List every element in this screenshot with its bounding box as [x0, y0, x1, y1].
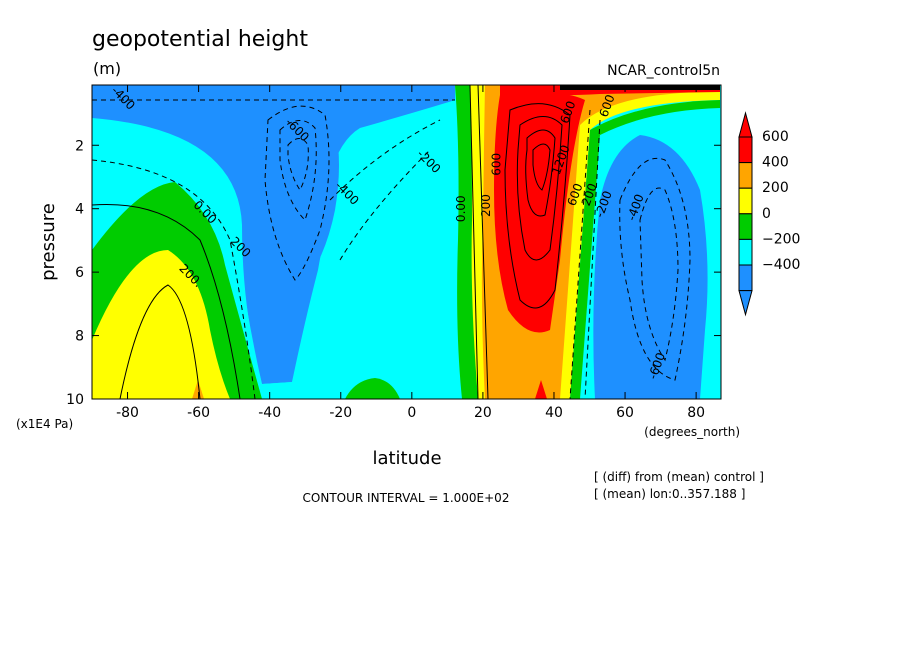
contour-line: [477, 85, 489, 399]
colorbar-arrow-bottom: [738, 290, 753, 317]
contour-line: [584, 119, 601, 399]
colorbar-swatch: [738, 213, 753, 240]
y-tick-label: 4: [75, 202, 84, 218]
region-green-equator-blob: [345, 378, 400, 399]
colorbar-swatch: [738, 238, 753, 266]
y-axis: 2 4 6 8 10: [66, 138, 721, 408]
x-tick-label: -20: [329, 405, 352, 421]
x-tick-label: -40: [258, 405, 281, 421]
contour-line: [516, 116, 563, 261]
x-tick-label: -60: [187, 405, 210, 421]
x-axis: -80 -60 -40 -20 0 20 40 60 80: [116, 85, 705, 421]
x-tick-label: 60: [616, 405, 634, 421]
y-tick-label: 8: [75, 329, 84, 345]
x-tick-label: 0: [407, 405, 416, 421]
contour-label: 600: [490, 153, 504, 176]
y-tick-label: 10: [66, 392, 84, 408]
colorbar-label: −200: [762, 231, 800, 247]
region-blue-upper-left: [250, 98, 339, 290]
colorbar-swatch: [738, 136, 753, 164]
colorbar-arrow-top: [738, 111, 753, 138]
x-tick-label: 40: [545, 405, 563, 421]
colorbar: 600 400 200 0 −200 −400: [738, 111, 800, 317]
x-tick-label: -80: [116, 405, 139, 421]
contour-interval-text: CONTOUR INTERVAL = 1.000E+02: [303, 491, 510, 505]
chart-units: (m): [93, 59, 121, 78]
x-tick-label: 80: [687, 405, 705, 421]
contour-line: [92, 159, 256, 399]
contour-line: [264, 105, 330, 281]
contour-line: [569, 109, 591, 399]
contour-label: 0.00: [454, 195, 468, 222]
contour-line: [119, 284, 201, 399]
contour-line: [525, 129, 556, 217]
contour-line: [92, 203, 241, 399]
region-blue-north: [593, 135, 708, 399]
chart-title: geopotential height: [92, 27, 308, 52]
colorbar-label: −400: [762, 257, 800, 273]
y-axis-label: pressure: [38, 203, 59, 281]
colorbar-swatch: [738, 187, 753, 215]
contour-line: [619, 158, 691, 381]
plot-frame: [91, 84, 722, 400]
colorbar-swatch: [738, 162, 753, 189]
colorbar-label: 400: [762, 155, 789, 171]
y-tick-label: 2: [75, 138, 84, 154]
region-dark-strip-top: [560, 85, 720, 90]
x-axis-label: latitude: [372, 448, 441, 469]
x-axis-units: (degrees_north): [644, 425, 740, 439]
contour-line: [287, 138, 309, 191]
contour-lines: [92, 85, 691, 399]
colorbar-label: 600: [762, 129, 789, 145]
contour-line: [639, 187, 679, 362]
x-tick-label: 20: [474, 405, 492, 421]
dataset-label: NCAR_control5n: [607, 63, 720, 79]
contour-line: [532, 143, 551, 191]
note-mean: [ (mean) lon:0..357.188 ]: [594, 487, 745, 501]
colorbar-label: 0: [762, 206, 771, 222]
contour-line: [504, 103, 571, 309]
colorbar-swatch: [738, 264, 753, 292]
contour-line: [469, 85, 479, 399]
contour-label: 200: [479, 194, 493, 217]
contour-line: [339, 149, 431, 261]
region-red-core: [494, 92, 585, 333]
y-tick-label: 6: [75, 265, 84, 281]
region-darkred-spike: [535, 380, 547, 399]
note-diff: [ (diff) from (mean) control ]: [594, 470, 764, 484]
region-orange-spike: [192, 380, 204, 399]
contour-line: [329, 119, 441, 201]
colorbar-label: 200: [762, 180, 789, 196]
y-axis-units: (x1E4 Pa): [16, 417, 73, 431]
